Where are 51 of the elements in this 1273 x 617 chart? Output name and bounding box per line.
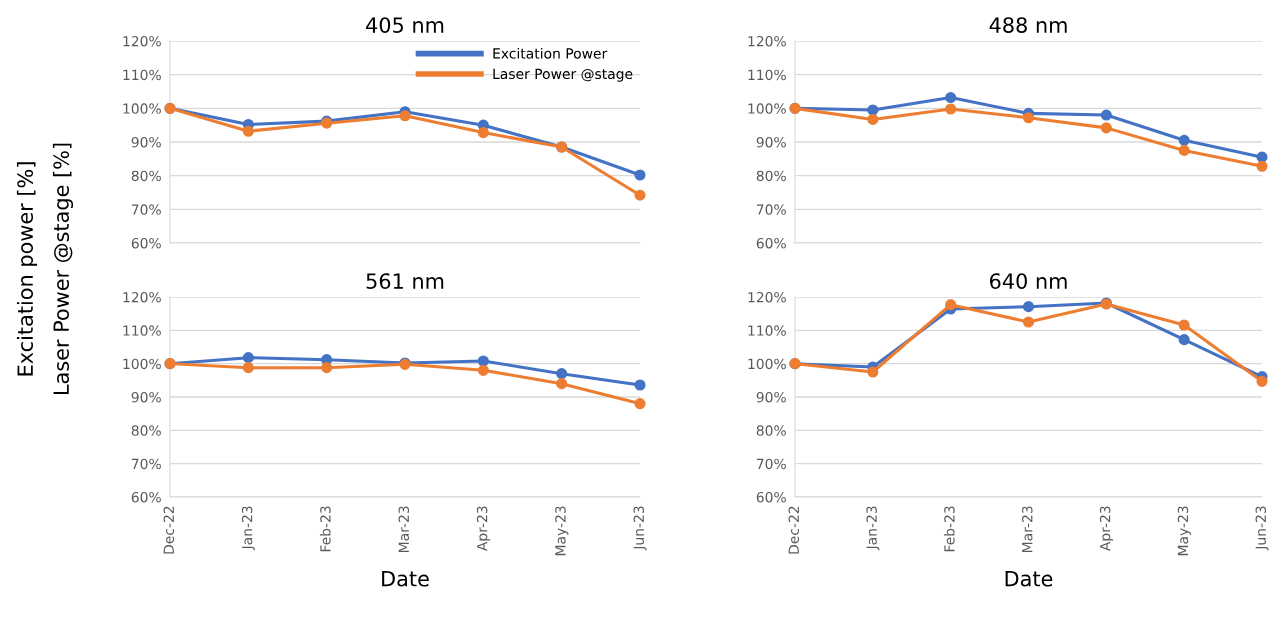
y-tick-label: 80% (131, 170, 161, 182)
x-tick-label: Apr-23 (1099, 506, 1114, 552)
x-tick-label: Feb-23 (319, 506, 331, 552)
y-tick-label: 110% (123, 325, 161, 336)
y-tick-label: 90% (756, 391, 786, 403)
y-tick-label: 80% (756, 425, 786, 436)
y-tick-label: 100% (748, 358, 786, 370)
y-tick-label: 70% (756, 204, 786, 215)
y-tick-label: 100% (748, 103, 786, 114)
y-tick-label: 80% (756, 170, 786, 182)
y-tick-label: 60% (131, 491, 161, 503)
y-tick-label: 70% (131, 458, 161, 470)
x-tick-label: May-23 (555, 506, 569, 556)
x-tick-label: Dec-22 (163, 506, 175, 554)
chart-title: 561 nm (366, 273, 444, 289)
x-tick-label: Jun-23 (1255, 506, 1269, 551)
y-tick-label: 80% (131, 425, 161, 436)
y-tick-label: 110% (748, 69, 786, 81)
y-tick-label: 120% (748, 291, 786, 303)
y-tick-label: 100% (123, 103, 161, 114)
y-tick-label: 90% (756, 136, 786, 148)
y-tick-label: 60% (131, 237, 161, 249)
x-axis-title: Date (382, 571, 429, 587)
x-tick-label: Mar-23 (1022, 506, 1033, 552)
x-tick-label: May-23 (1177, 506, 1191, 556)
y-tick-label: 120% (123, 35, 161, 47)
y-tick-label: 90% (131, 391, 161, 403)
legend-label: Excitation Power (493, 47, 608, 59)
y-tick-label: 70% (131, 204, 161, 215)
y-tick-label: 60% (756, 237, 786, 249)
y-tick-label: 70% (756, 458, 786, 470)
y-tick-label: 100% (123, 358, 161, 370)
x-tick-label: Mar-23 (398, 506, 410, 552)
y-tick-label: 120% (123, 291, 161, 303)
x-tick-label: Feb-23 (943, 506, 955, 552)
x-tick-label: Apr-23 (476, 506, 491, 552)
y-tick-label: 90% (131, 136, 161, 148)
chart-title: 405 nm (366, 17, 444, 33)
x-axis-title: Date (1005, 571, 1053, 587)
x-tick-label: Jan-23 (241, 506, 255, 551)
y-tick-label: 120% (748, 35, 786, 47)
y-tick-label: 60% (756, 491, 786, 503)
x-tick-label: Jun-23 (633, 506, 647, 551)
chart-title: 488 nm (989, 17, 1067, 33)
legend-label: Laser Power @stage (493, 68, 633, 82)
x-tick-label: Dec-22 (788, 506, 800, 554)
y-tick-label: 110% (123, 69, 161, 81)
y-axis-title: Excitation power [%] Laser Power @stage [%] (16, 143, 74, 395)
y-tick-label: 110% (748, 325, 786, 336)
chart-title: 640 nm (990, 273, 1067, 289)
x-tick-label: Jan-23 (866, 506, 880, 551)
